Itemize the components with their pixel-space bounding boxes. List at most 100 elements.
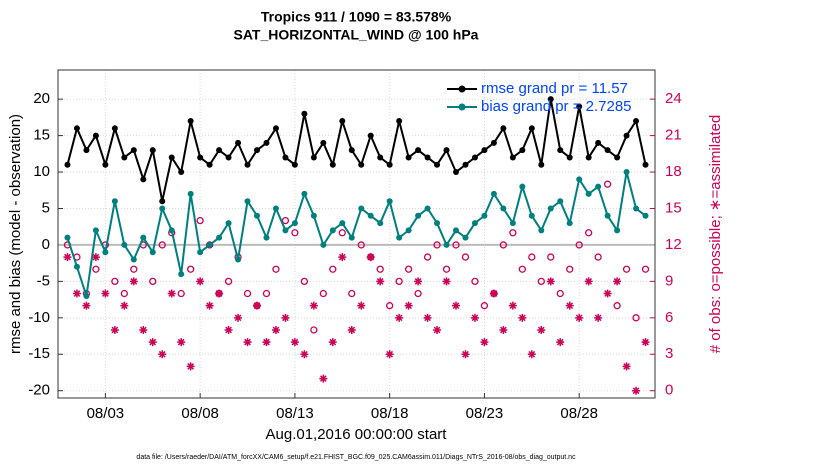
assimilated-obs-marker <box>594 313 603 322</box>
assimilated-obs-marker <box>338 253 347 262</box>
series-marker <box>348 147 355 154</box>
series-marker <box>272 205 279 212</box>
series-marker <box>149 249 156 256</box>
assimilated-obs-marker <box>215 289 224 298</box>
possible-obs-marker <box>319 289 327 298</box>
series-marker <box>566 154 573 161</box>
series-marker <box>557 147 564 154</box>
possible-obs-marker <box>622 265 631 273</box>
series-marker <box>434 220 441 227</box>
possible-obs-marker <box>547 253 555 261</box>
series-marker <box>263 234 270 241</box>
possible-obs-marker <box>499 241 508 249</box>
x-axis-label: Aug.01,2016 00:00:00 start <box>266 426 448 443</box>
possible-obs-marker <box>291 229 299 237</box>
series-marker <box>443 147 450 154</box>
assimilated-obs-marker <box>470 313 479 322</box>
series-marker <box>329 161 336 168</box>
chart-subtitle: SAT_HORIZONTAL_WIND @ 100 hPa <box>234 27 479 43</box>
series-marker <box>490 139 497 146</box>
y-tick-label: -10 <box>28 309 50 326</box>
x-tick-label: 08/08 <box>181 405 219 422</box>
y2-tick-label: 18 <box>665 163 682 180</box>
series-marker <box>481 147 488 154</box>
series-marker <box>462 234 469 241</box>
assimilated-obs-marker <box>281 313 290 322</box>
series-marker <box>291 161 298 168</box>
series-marker <box>386 161 393 168</box>
series-marker <box>557 198 564 205</box>
y-tick-label: 5 <box>42 199 50 216</box>
assimilated-obs-marker <box>508 301 517 310</box>
possible-obs-marker <box>603 180 612 188</box>
possible-obs-marker <box>386 302 394 310</box>
possible-obs-marker <box>262 289 271 298</box>
possible-obs-marker <box>433 241 441 249</box>
assimilated-obs-marker <box>499 325 508 334</box>
series-marker <box>481 212 488 219</box>
series-marker <box>453 169 459 176</box>
series-marker <box>642 212 649 219</box>
plot-frame <box>57 69 656 399</box>
series-marker <box>111 198 118 205</box>
assimilated-obs-marker <box>196 277 205 286</box>
series-marker <box>320 241 327 248</box>
series-line <box>66 171 647 297</box>
series-marker <box>329 227 336 234</box>
series-marker <box>358 205 365 212</box>
assimilated-obs-marker <box>186 362 195 371</box>
series-line <box>66 98 647 202</box>
series-marker <box>216 147 223 154</box>
assimilated-obs-marker <box>565 301 574 310</box>
series-marker <box>623 132 630 139</box>
series-marker <box>377 154 384 161</box>
possible-obs-marker <box>537 277 545 286</box>
series-marker <box>73 263 80 270</box>
assimilated-obs-marker <box>489 289 498 298</box>
series-marker <box>424 205 431 212</box>
y2-tick-label: 6 <box>665 309 673 326</box>
x-tick-label: 08/28 <box>560 405 598 422</box>
series-marker <box>225 220 232 227</box>
series-marker <box>500 125 507 132</box>
series-marker <box>178 169 185 176</box>
series-marker <box>633 118 640 125</box>
assimilated-obs-marker <box>423 313 432 322</box>
assimilated-obs-marker <box>91 253 100 262</box>
assimilated-obs-marker <box>575 313 584 322</box>
series-marker <box>301 110 308 117</box>
assimilated-obs-marker <box>205 301 214 310</box>
series-marker <box>140 176 147 183</box>
series-marker <box>509 154 516 161</box>
series-marker <box>92 132 99 139</box>
possible-obs-marker <box>329 265 337 273</box>
series-marker <box>130 147 137 154</box>
possible-obs-marker <box>594 253 602 261</box>
assimilated-obs-marker <box>110 325 119 334</box>
assimilated-obs-marker <box>442 277 451 286</box>
series-marker <box>102 161 109 168</box>
possible-obs-marker <box>575 241 583 249</box>
series-marker <box>64 234 71 241</box>
y-tick-label: 20 <box>33 90 50 107</box>
series-marker <box>538 227 545 234</box>
possible-obs-marker <box>556 289 564 298</box>
series-marker <box>614 154 621 161</box>
possible-obs-marker <box>130 265 138 273</box>
y2-tick-label: 0 <box>665 382 673 399</box>
y2-tick-label: 9 <box>665 272 673 289</box>
assimilated-obs-marker <box>357 301 366 310</box>
series-marker <box>528 212 535 219</box>
series-marker <box>216 234 223 241</box>
assimilated-obs-marker <box>139 325 148 334</box>
possible-obs-marker <box>158 241 166 249</box>
assimilated-obs-marker <box>613 277 622 286</box>
assimilated-obs-marker <box>243 338 252 347</box>
y2-axis-label: # of obs: o=possible; ∗=assimilated <box>707 115 724 354</box>
possible-obs-marker <box>357 241 365 249</box>
series-marker <box>83 147 90 154</box>
series-marker <box>576 176 583 183</box>
series-marker <box>197 249 204 256</box>
possible-obs-marker <box>120 289 128 298</box>
